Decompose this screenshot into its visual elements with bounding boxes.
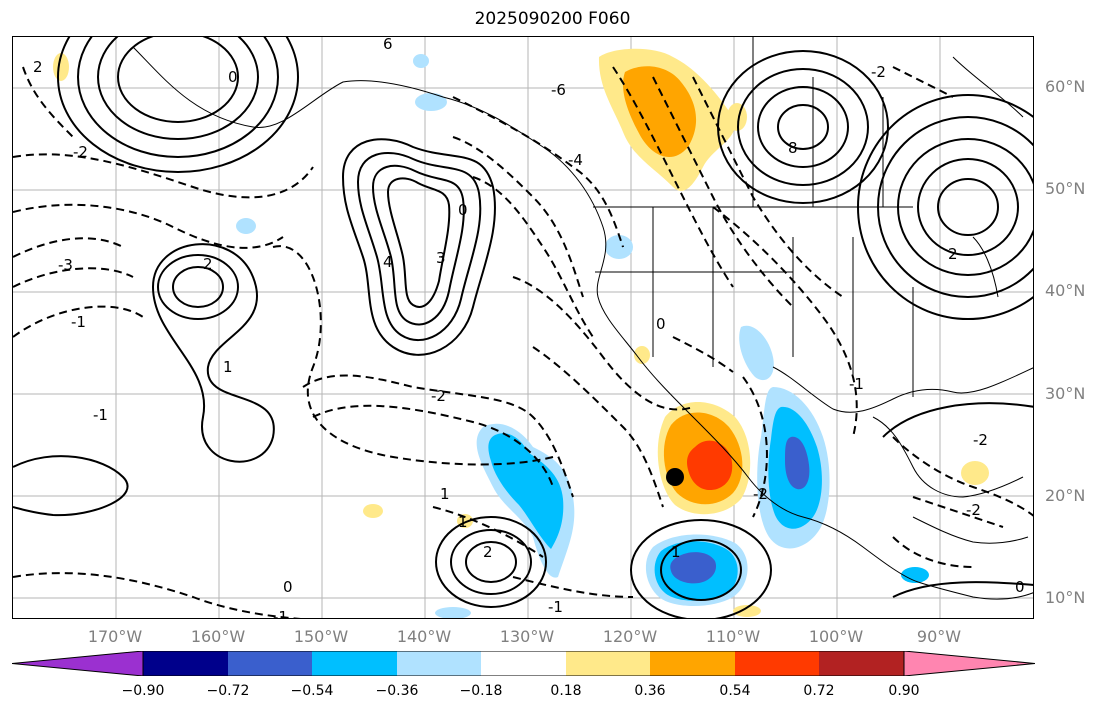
colorbar-swatch bbox=[481, 651, 566, 676]
map-panel: 6 2 0 -6 -2 -4 8 -3 -1 1 2 -1 -2 1 3 4 0… bbox=[12, 36, 1034, 619]
colorbar bbox=[12, 651, 1035, 676]
contour-label: 2 bbox=[483, 543, 493, 561]
lon-label: 110°W bbox=[705, 627, 761, 646]
coastlines bbox=[132, 37, 1033, 600]
contour-label: -1 bbox=[273, 608, 288, 619]
lon-label: 90°W bbox=[916, 627, 962, 646]
colorbar-tick: −0.90 bbox=[121, 683, 165, 699]
colorbar-swatch bbox=[143, 651, 228, 676]
contour-label: 4 bbox=[383, 253, 393, 271]
lat-label: 60°N bbox=[1045, 77, 1086, 96]
colorbar-swatch bbox=[903, 651, 1035, 676]
contour-label: -2 bbox=[431, 387, 446, 405]
lat-label: 50°N bbox=[1045, 179, 1086, 198]
contour-label: 1 bbox=[458, 513, 468, 531]
colorbar-tick: 0.18 bbox=[550, 683, 582, 699]
colorbar-tick: 0.54 bbox=[719, 683, 751, 699]
lon-label: 140°W bbox=[396, 627, 452, 646]
contour-label: -2 bbox=[871, 63, 886, 81]
colorbar-tick: 0.90 bbox=[888, 683, 920, 699]
lat-label: 30°N bbox=[1045, 384, 1086, 403]
map-canvas: 6 2 0 -6 -2 -4 8 -3 -1 1 2 -1 -2 1 3 4 0… bbox=[13, 37, 1033, 619]
contour-label: 1 bbox=[223, 358, 233, 376]
station-marker bbox=[666, 468, 684, 486]
lon-label: 170°W bbox=[87, 627, 143, 646]
contour-label: 0 bbox=[656, 315, 666, 333]
contour-label: 1 bbox=[440, 485, 450, 503]
colorbar-swatch bbox=[312, 651, 397, 676]
lat-label: 40°N bbox=[1045, 281, 1086, 300]
lon-label: 120°W bbox=[602, 627, 658, 646]
contour-label: -4 bbox=[568, 151, 583, 169]
lon-label: 160°W bbox=[190, 627, 246, 646]
lon-label: 100°W bbox=[808, 627, 864, 646]
contour-label: 1 bbox=[671, 543, 681, 561]
contour-label: 3 bbox=[436, 249, 446, 267]
contour-label: 6 bbox=[383, 37, 393, 53]
contour-label: 0 bbox=[458, 201, 468, 219]
contour-labels: 6 2 0 -6 -2 -4 8 -3 -1 1 2 -1 -2 1 3 4 0… bbox=[33, 37, 1025, 619]
contour-label: -2 bbox=[973, 431, 988, 449]
contour-label: 0 bbox=[1015, 578, 1025, 596]
chart-title: 2025090200 F060 bbox=[474, 9, 631, 29]
colorbar-tick: −0.54 bbox=[290, 683, 334, 699]
negative-contours bbox=[13, 66, 1033, 618]
contour-label: 0 bbox=[283, 578, 293, 596]
colorbar-tick: −0.36 bbox=[375, 683, 419, 699]
contour-label: -2 bbox=[753, 485, 768, 503]
positive-contours bbox=[13, 37, 1033, 618]
colorbar-swatch bbox=[819, 651, 904, 676]
contour-label: -2 bbox=[73, 143, 88, 161]
contour-label: 8 bbox=[788, 139, 798, 157]
colorbar-swatch bbox=[228, 651, 312, 676]
colorbar-swatch bbox=[566, 651, 650, 676]
colorbar-tick: 0.36 bbox=[634, 683, 666, 699]
lon-label: 130°W bbox=[499, 627, 555, 646]
contour-label: -1 bbox=[93, 406, 108, 424]
colorbar-swatch bbox=[735, 651, 819, 676]
lon-label: 150°W bbox=[293, 627, 349, 646]
colorbar-swatch bbox=[12, 651, 144, 676]
contour-label: -1 bbox=[71, 313, 86, 331]
shading-layer bbox=[53, 48, 989, 618]
colorbar-tick: 0.72 bbox=[803, 683, 835, 699]
contour-label: -3 bbox=[58, 256, 73, 274]
contour-label: 0 bbox=[228, 68, 238, 86]
colorbar-swatch bbox=[650, 651, 735, 676]
contour-label: 2 bbox=[203, 255, 213, 273]
lat-label: 10°N bbox=[1045, 588, 1086, 607]
contour-label: 2 bbox=[948, 245, 958, 263]
colorbar-tick: −0.72 bbox=[206, 683, 250, 699]
colorbar-tick: −0.18 bbox=[459, 683, 503, 699]
lat-label: 20°N bbox=[1045, 486, 1086, 505]
contour-label: -1 bbox=[548, 598, 563, 616]
contour-label: 2 bbox=[33, 58, 43, 76]
contour-label: -6 bbox=[551, 81, 566, 99]
colorbar-swatch bbox=[397, 651, 481, 676]
contour-label: -1 bbox=[849, 375, 864, 393]
contour-label: -2 bbox=[966, 501, 981, 519]
